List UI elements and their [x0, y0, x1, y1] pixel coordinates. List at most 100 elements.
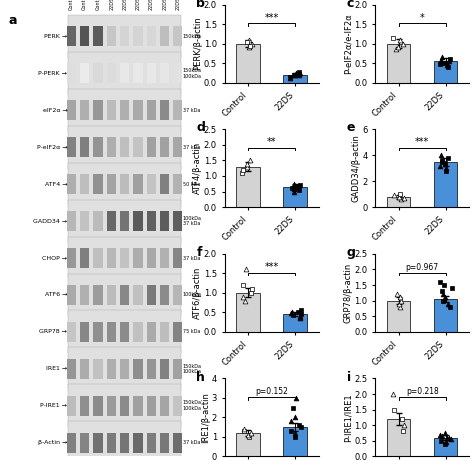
Point	[437, 431, 444, 438]
Bar	[80, 137, 89, 157]
Bar	[146, 396, 156, 416]
Bar	[160, 248, 169, 268]
Text: b: b	[196, 0, 205, 10]
Bar	[80, 433, 89, 453]
Point	[296, 313, 304, 321]
Point	[292, 394, 300, 402]
Text: h: h	[196, 371, 205, 384]
Bar	[120, 359, 129, 379]
Point	[296, 70, 303, 77]
Point	[395, 300, 403, 307]
Bar	[173, 285, 182, 305]
Y-axis label: GRP78/β-actin: GRP78/β-actin	[344, 263, 353, 323]
Point	[399, 428, 407, 435]
Point	[243, 163, 251, 170]
Bar	[173, 63, 182, 83]
Point	[294, 308, 302, 316]
Point	[436, 278, 444, 286]
Bar	[387, 419, 410, 456]
Text: a: a	[9, 14, 18, 27]
Point	[438, 432, 446, 440]
Point	[441, 160, 449, 167]
Bar	[133, 396, 143, 416]
Bar	[68, 273, 181, 316]
Point	[244, 38, 251, 45]
Point	[440, 59, 448, 67]
Point	[389, 390, 397, 398]
Point	[441, 440, 448, 448]
Bar	[434, 299, 457, 332]
Bar	[93, 433, 103, 453]
Bar	[80, 100, 89, 120]
Text: f: f	[196, 246, 202, 259]
Bar	[67, 322, 76, 342]
Point	[437, 152, 445, 159]
Bar	[160, 174, 169, 194]
Point	[244, 431, 251, 439]
Bar	[80, 396, 89, 416]
Point	[446, 303, 454, 311]
Bar	[146, 174, 156, 194]
Point	[398, 415, 406, 423]
Bar	[67, 100, 76, 120]
Point	[444, 154, 451, 161]
Point	[289, 184, 296, 191]
Point	[241, 297, 249, 304]
Text: g: g	[347, 246, 356, 259]
Bar	[133, 433, 143, 453]
Bar	[68, 348, 181, 390]
Point	[444, 300, 451, 307]
Bar	[160, 359, 169, 379]
Bar	[107, 433, 116, 453]
Bar	[67, 396, 76, 416]
Point	[397, 294, 404, 301]
Point	[397, 195, 405, 203]
Point	[291, 433, 299, 441]
Bar	[68, 126, 181, 169]
Bar	[146, 433, 156, 453]
Bar	[93, 396, 103, 416]
Bar	[146, 211, 156, 231]
Point	[436, 60, 443, 67]
Bar	[133, 248, 143, 268]
Bar	[283, 427, 307, 456]
Point	[438, 158, 446, 165]
Bar	[160, 63, 169, 83]
Bar	[93, 63, 103, 83]
Bar	[93, 100, 103, 120]
Point	[395, 193, 402, 201]
Point	[287, 418, 295, 425]
Text: 22DS3_5: 22DS3_5	[175, 0, 181, 10]
Bar	[107, 359, 116, 379]
Text: 150kDa
100kDa: 150kDa 100kDa	[183, 68, 202, 78]
Y-axis label: ATF6/β-actin: ATF6/β-actin	[193, 266, 202, 319]
Point	[291, 429, 299, 437]
Bar	[160, 26, 169, 47]
Point	[297, 424, 305, 431]
Bar	[80, 211, 89, 231]
Bar	[133, 359, 143, 379]
Point	[239, 293, 246, 301]
Point	[442, 160, 449, 168]
Text: 100kDa
37 kDa: 100kDa 37 kDa	[183, 216, 202, 226]
Point	[242, 266, 249, 273]
Bar	[67, 174, 76, 194]
Text: ATF4 →: ATF4 →	[45, 182, 67, 187]
Y-axis label: P-IRE1/IRE1: P-IRE1/IRE1	[344, 393, 353, 442]
Point	[442, 165, 449, 172]
Y-axis label: P-eIF2α/e-IF2α: P-eIF2α/e-IF2α	[344, 13, 353, 74]
Point	[397, 297, 404, 304]
Bar	[387, 197, 410, 207]
Bar	[160, 137, 169, 157]
Bar	[107, 100, 116, 120]
Bar	[387, 301, 410, 332]
Point	[440, 281, 447, 289]
Text: Control3: Control3	[96, 0, 100, 10]
Text: e: e	[347, 121, 356, 135]
Point	[297, 314, 304, 322]
Text: ATF6 →: ATF6 →	[45, 292, 67, 297]
Point	[246, 42, 254, 49]
Bar	[93, 322, 103, 342]
Bar	[146, 285, 156, 305]
Point	[246, 433, 253, 441]
